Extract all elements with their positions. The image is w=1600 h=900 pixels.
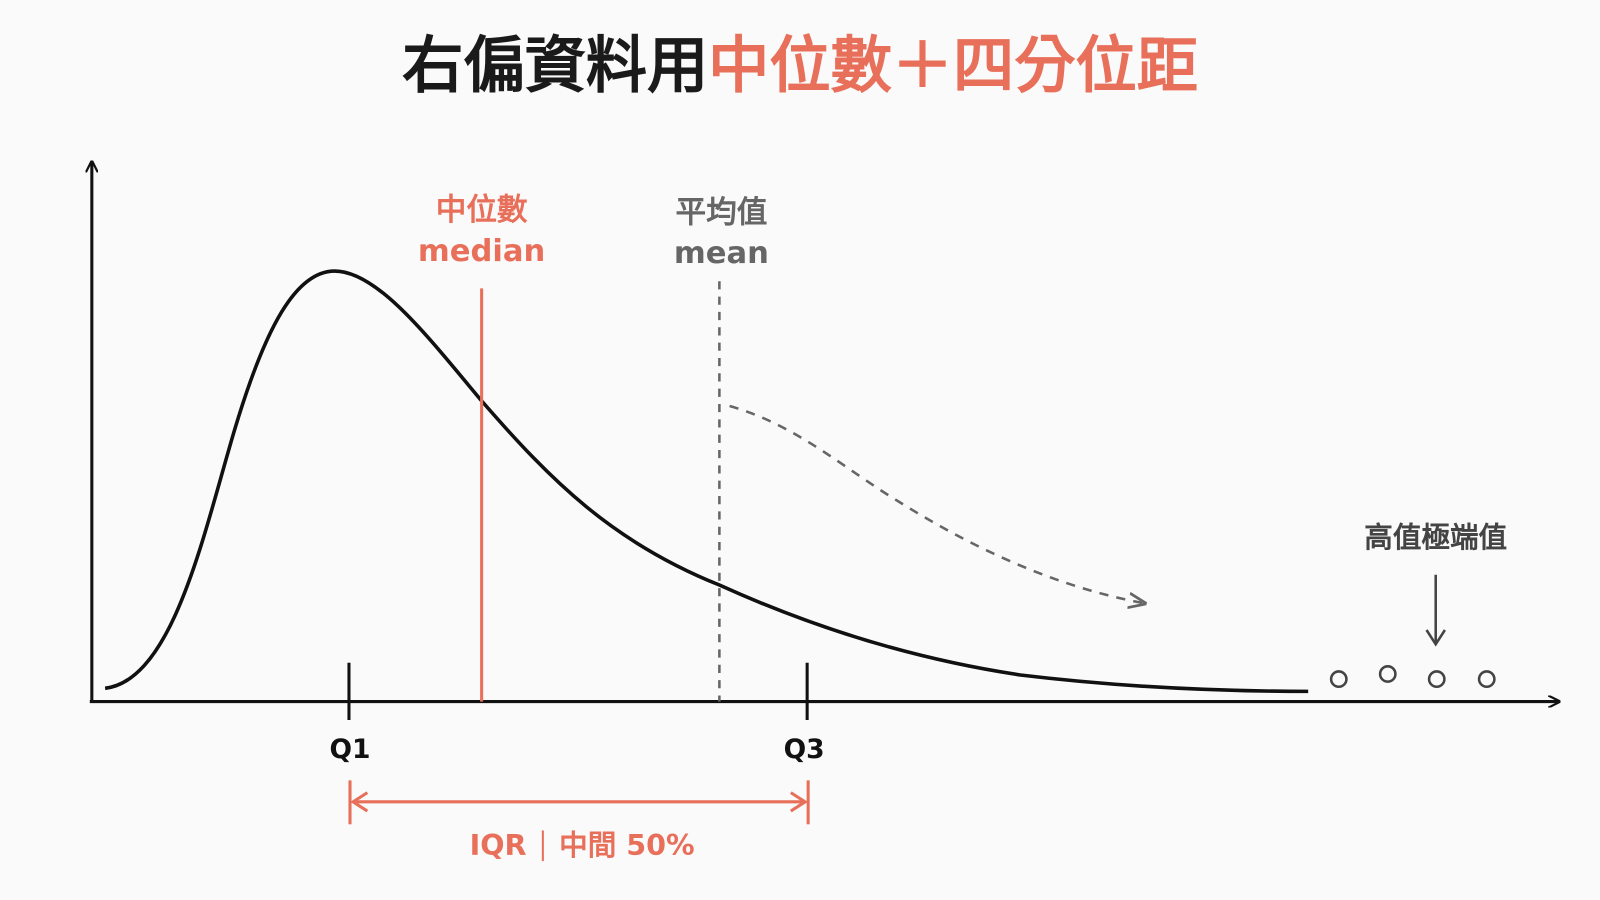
iqr-bracket [348,780,810,825]
distribution-curve [104,269,1309,694]
iqr-name: IQR [470,828,527,862]
title: 右偏資料用中位數＋四分位距 [402,30,1198,101]
mean-label-en: mean [674,236,769,271]
mean-shift-arrow [729,404,1145,603]
q3-label: Q3 [784,734,825,765]
outlier-points [1329,665,1496,689]
median-label-en: median [418,234,545,269]
outlier-arrowhead [1425,629,1446,647]
title-lead: 右偏資料用 [402,30,708,101]
median-label-zh: 中位數 [436,192,528,228]
q1-label: Q1 [329,734,370,765]
iqr-desc: 中間 50% [559,828,694,862]
title-highlight: 中位數＋四分位距 [708,30,1198,101]
outlier-label: 高值極端值 [1364,520,1507,554]
mean-label-zh: 平均值 [676,195,768,230]
